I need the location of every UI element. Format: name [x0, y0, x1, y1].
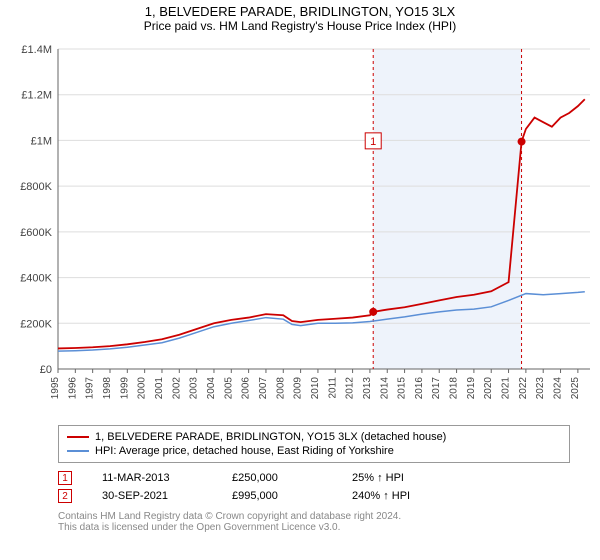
x-tick-label: 2011 — [327, 377, 338, 399]
footer-attribution: Contains HM Land Registry data © Crown c… — [58, 511, 570, 533]
x-tick-label: 2023 — [535, 377, 546, 400]
x-tick-label: 2010 — [310, 377, 321, 400]
legend-item: HPI: Average price, detached house, East… — [67, 444, 561, 458]
x-tick-label: 2008 — [275, 377, 286, 400]
x-tick-label: 2015 — [397, 377, 408, 400]
annotation-row: 2 30-SEP-2021 £995,000 240% ↑ HPI — [58, 487, 570, 505]
x-tick-label: 2003 — [189, 377, 200, 400]
legend: 1, BELVEDERE PARADE, BRIDLINGTON, YO15 3… — [58, 425, 570, 463]
y-tick-label: £1.4M — [21, 44, 52, 56]
y-tick-label: £400K — [20, 273, 52, 285]
annotation-marker: 2 — [58, 489, 72, 503]
x-tick-label: 2014 — [379, 377, 390, 400]
legend-swatch — [67, 450, 89, 452]
x-tick-label: 1998 — [102, 377, 113, 400]
x-tick-label: 2024 — [553, 377, 564, 400]
footer-line1: Contains HM Land Registry data © Crown c… — [58, 511, 570, 522]
x-tick-label: 2006 — [241, 377, 252, 400]
x-tick-label: 2017 — [431, 377, 442, 400]
footer-line2: This data is licensed under the Open Gov… — [58, 522, 570, 533]
y-tick-label: £800K — [20, 181, 52, 193]
legend-label: HPI: Average price, detached house, East… — [95, 445, 394, 457]
page-title: 1, BELVEDERE PARADE, BRIDLINGTON, YO15 3… — [0, 0, 600, 19]
legend-label: 1, BELVEDERE PARADE, BRIDLINGTON, YO15 3… — [95, 431, 446, 443]
annotation-table: 1 11-MAR-2013 £250,000 25% ↑ HPI 2 30-SEP-202… — [58, 469, 570, 505]
annotation-delta: 25% ↑ HPI — [352, 472, 404, 484]
annotation-delta: 240% ↑ HPI — [352, 490, 410, 502]
page-subtitle: Price paid vs. HM Land Registry's House … — [0, 19, 600, 39]
annotation-date: 11-MAR-2013 — [102, 472, 202, 484]
x-tick-label: 1995 — [50, 377, 61, 400]
y-tick-label: £1.2M — [21, 90, 52, 102]
x-tick-label: 1999 — [119, 377, 130, 400]
x-tick-label: 2016 — [414, 377, 425, 400]
x-tick-label: 2005 — [223, 377, 234, 400]
x-tick-label: 2002 — [171, 377, 182, 400]
x-tick-label: 2009 — [293, 377, 304, 400]
chart-container: £0 £200K £400K £600K £800K £1M £1.2M £1.4M 1995 1… — [0, 39, 600, 419]
annotation-price: £250,000 — [232, 472, 322, 484]
y-tick-label: £600K — [20, 227, 52, 239]
y-tick-label: £200K — [20, 318, 52, 330]
x-tick-label: 2013 — [362, 377, 373, 400]
x-tick-label: 2021 — [501, 377, 512, 400]
x-tick-label: 2018 — [449, 377, 460, 400]
legend-item: 1, BELVEDERE PARADE, BRIDLINGTON, YO15 3… — [67, 430, 561, 444]
y-tick-label: £0 — [40, 364, 52, 376]
price-chart: £0 £200K £400K £600K £800K £1M £1.2M £1.4M 1995 1… — [0, 39, 600, 419]
x-tick-label: 2019 — [466, 377, 477, 400]
x-tick-label: 2007 — [258, 377, 269, 400]
x-tick-label: 2022 — [518, 377, 529, 400]
x-tick-label: 2012 — [345, 377, 356, 400]
x-tick-label: 1997 — [85, 377, 96, 400]
annotation-marker: 1 — [58, 471, 72, 485]
annotation-row: 1 11-MAR-2013 £250,000 25% ↑ HPI — [58, 469, 570, 487]
y-tick-label: £1M — [31, 135, 52, 147]
x-tick-label: 2001 — [154, 377, 165, 400]
marker-label: 1 — [370, 136, 376, 148]
x-tick-label: 2025 — [570, 377, 581, 400]
x-tick-label: 2020 — [483, 377, 494, 400]
sale-band — [373, 49, 521, 369]
annotation-date: 30-SEP-2021 — [102, 490, 202, 502]
x-tick-label: 2000 — [137, 377, 148, 400]
x-tick-label: 2004 — [206, 377, 217, 400]
x-tick-label: 1996 — [67, 377, 78, 400]
legend-swatch — [67, 436, 89, 438]
annotation-price: £995,000 — [232, 490, 322, 502]
